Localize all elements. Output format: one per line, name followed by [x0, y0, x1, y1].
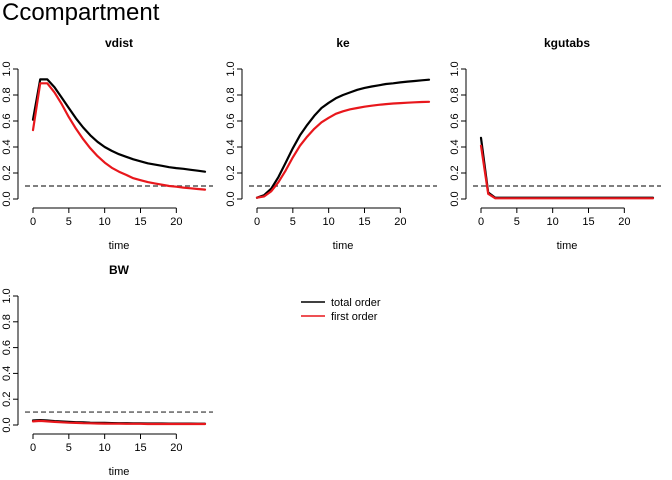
y-tick-label: 0.2 [1, 165, 13, 180]
panel-title: vdist [105, 36, 133, 50]
series-line-total-order [479, 136, 655, 199]
legend-label-first-order: first order [331, 311, 378, 323]
y-tick-label: 0.2 [449, 165, 461, 180]
series-line-total-order [31, 78, 207, 173]
panel-title: ke [336, 36, 350, 50]
series-line-total-order [255, 78, 431, 199]
series-line-first-order [255, 100, 431, 199]
series-line-first-order [31, 82, 207, 191]
series-line-first-order [31, 419, 207, 426]
panel-title: BW [109, 263, 130, 277]
series-line-first-order [479, 144, 655, 200]
x-axis-label: time [333, 240, 354, 252]
x-tick-label: 0 [30, 216, 36, 228]
legend: total order first order [301, 297, 381, 323]
y-tick-label: 0.6 [1, 113, 13, 128]
x-tick-label: 5 [514, 216, 520, 228]
y-tick-label: 0.2 [225, 165, 237, 180]
x-tick-label: 20 [170, 442, 182, 454]
y-tick-label: 0.8 [1, 314, 13, 329]
panel-bw: BW 0.0 0.2 0.4 0.6 0.8 1.0 0 5 10 15 20 time [1, 263, 213, 478]
x-tick-label: 15 [134, 442, 146, 454]
x-tick-label: 10 [99, 442, 111, 454]
x-axis-label: time [109, 466, 130, 478]
y-tick-label: 0.6 [1, 340, 13, 355]
panel-vdist: vdist 0.0 0.2 0.4 0.6 0.8 1.0 0 5 10 15 20 time [1, 36, 213, 252]
y-tick-label: 0.8 [449, 87, 461, 102]
y-tick-label: 1.0 [1, 288, 13, 303]
y-tick-label: 0.6 [225, 113, 237, 128]
legend-label-total-order: total order [331, 297, 381, 309]
x-tick-label: 15 [358, 216, 370, 228]
x-tick-label: 15 [134, 216, 146, 228]
panel-kgutabs: kgutabs 0.0 0.2 0.4 0.6 0.8 1.0 0 5 10 15 20 time [449, 36, 661, 252]
y-tick-label: 0.6 [449, 113, 461, 128]
x-tick-label: 10 [99, 216, 111, 228]
x-axis-label: time [557, 240, 578, 252]
figure-title: Ccompartment [2, 0, 160, 26]
x-tick-label: 10 [547, 216, 559, 228]
x-tick-label: 20 [170, 216, 182, 228]
x-tick-label: 15 [582, 216, 594, 228]
y-tick-label: 0.4 [225, 139, 237, 154]
y-tick-label: 0.0 [1, 417, 13, 432]
y-tick-label: 0.8 [225, 87, 237, 102]
y-tick-label: 1.0 [225, 61, 237, 76]
y-tick-label: 0.0 [449, 191, 461, 206]
x-axis-label: time [109, 240, 130, 252]
x-tick-label: 5 [290, 216, 296, 228]
x-tick-label: 0 [478, 216, 484, 228]
y-tick-label: 0.2 [1, 392, 13, 407]
y-tick-label: 0.4 [449, 139, 461, 154]
y-tick-label: 1.0 [1, 61, 13, 76]
y-tick-label: 1.0 [449, 61, 461, 76]
panel-title: kgutabs [544, 36, 590, 50]
x-tick-label: 0 [254, 216, 260, 228]
x-tick-label: 5 [66, 442, 72, 454]
x-tick-label: 5 [66, 216, 72, 228]
x-tick-label: 20 [394, 216, 406, 228]
x-tick-label: 0 [30, 442, 36, 454]
x-tick-label: 10 [323, 216, 335, 228]
x-tick-label: 20 [618, 216, 630, 228]
y-tick-label: 0.0 [225, 191, 237, 206]
y-tick-label: 0.4 [1, 366, 13, 381]
y-tick-label: 0.4 [1, 139, 13, 154]
y-tick-label: 0.0 [1, 191, 13, 206]
y-tick-label: 0.8 [1, 87, 13, 102]
panel-ke: ke 0.0 0.2 0.4 0.6 0.8 1.0 0 5 10 15 20 time [225, 36, 437, 252]
